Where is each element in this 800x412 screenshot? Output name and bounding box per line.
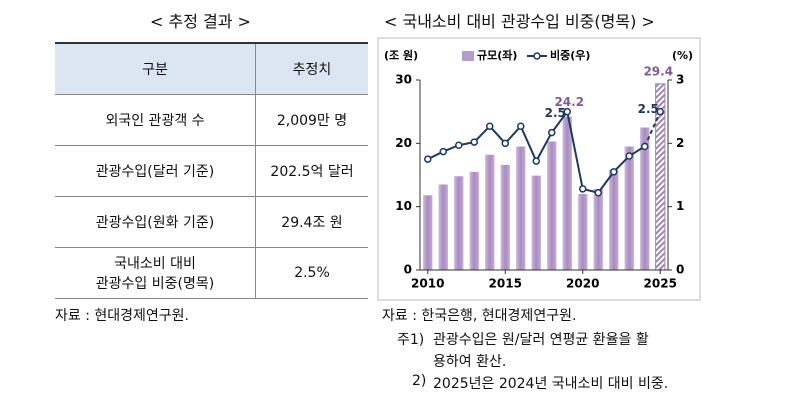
bar (531, 175, 541, 270)
legend-swatch (462, 51, 474, 61)
y-axis-label: (조 원) (384, 48, 418, 62)
bar (562, 116, 572, 270)
point (579, 185, 587, 193)
data-label: 29.4 (643, 64, 673, 78)
point (594, 188, 602, 197)
point (470, 138, 478, 146)
bar (547, 141, 557, 270)
bar (593, 188, 603, 270)
cell: 29.4조 원 (255, 196, 368, 248)
chart-title: < 국내소비 대비 관광수입 비중(명목) > (384, 12, 655, 31)
bar (454, 176, 464, 270)
point (501, 139, 509, 148)
point (563, 107, 571, 116)
point (517, 122, 525, 130)
cell: 외국인 관광객 수 (55, 94, 256, 146)
data-label: 2.5 (638, 102, 659, 116)
legend-swatch (533, 52, 541, 60)
note-label: 주1) (397, 332, 425, 348)
header-cell: 추정치 (255, 42, 368, 95)
cell: 2.5% (255, 247, 368, 299)
bar (423, 195, 433, 270)
note-label: 2) (412, 373, 427, 389)
data-label: 24.2 (554, 95, 584, 109)
header-cell: 구분 (55, 42, 256, 95)
line-dashed (643, 111, 662, 147)
x-tick-label: 2015 (489, 277, 522, 291)
cell: 국내소비 대비 관광수입 비중(명목) (55, 247, 256, 299)
cell: 202.5억 달러 (255, 145, 368, 197)
point (656, 107, 664, 116)
y2-tick-label: 3 (676, 73, 684, 87)
summary-table: 구분 추정치 외국인 관광객 수 2,009만 명 관광수입(달러 기준) 202.5… (55, 42, 368, 299)
bar (500, 164, 510, 270)
y2-tick-label: 0 (676, 263, 684, 277)
y-tick-label: 20 (395, 136, 412, 150)
y-tick-label: 10 (395, 199, 412, 213)
bar (624, 146, 634, 270)
legend-label: 비중(우) (550, 48, 590, 62)
note: 2025년은 2024년 국내소비 대비 비중. (433, 376, 669, 392)
bar (609, 169, 619, 270)
x-tick-label: 2010 (411, 277, 444, 291)
bar (485, 154, 495, 270)
x-tick-label: 2020 (566, 277, 599, 291)
chart-source: 자료 : 한국은행, 현대경제연구원. (382, 308, 577, 324)
table-title: < 추정 결과 > (150, 12, 251, 31)
legend-label: 규모(좌) (477, 48, 517, 62)
point (548, 128, 556, 137)
point (625, 152, 633, 160)
cell: 관광수입(달러 기준) (55, 145, 256, 197)
point (532, 157, 540, 165)
cell: 2,009만 명 (255, 94, 368, 146)
y-tick-label: 30 (395, 73, 412, 87)
y2-tick-label: 1 (676, 199, 684, 213)
y-tick-label: 0 (404, 263, 412, 277)
table-source: 자료 : 현대경제연구원. (55, 308, 189, 324)
data-label: 2.5 (545, 106, 566, 120)
point (610, 168, 618, 176)
x-tick-label: 2025 (644, 277, 677, 291)
bar (469, 171, 479, 270)
bar (438, 184, 448, 270)
point (439, 147, 447, 156)
point (486, 122, 494, 130)
note: 관광수입은 원/달러 연평균 환율을 활 용하여 환산. (433, 332, 649, 370)
bar (578, 194, 588, 270)
y2-tick-label: 2 (676, 136, 684, 150)
point (424, 155, 432, 163)
chart-frame (377, 37, 701, 301)
y2-axis-label: (%) (672, 49, 693, 62)
point (455, 141, 463, 149)
cell: 관광수입(원화 기준) (55, 196, 256, 248)
point (641, 142, 649, 151)
bar (516, 146, 526, 270)
bar (640, 127, 650, 270)
